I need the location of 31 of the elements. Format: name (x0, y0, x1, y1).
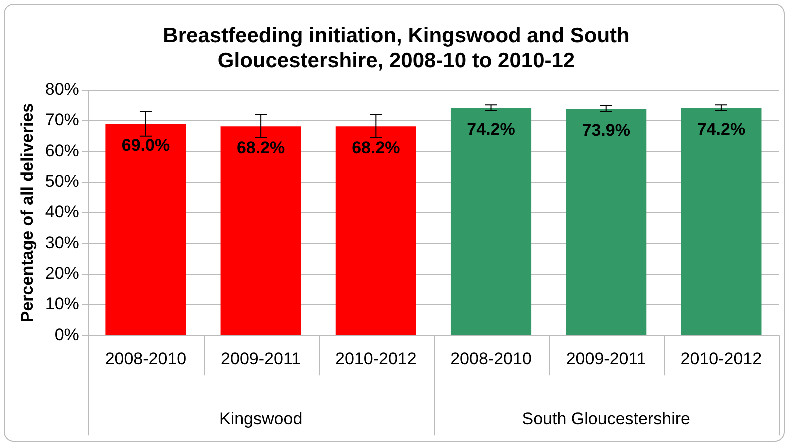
x-tick-label: 2010-2012 (336, 349, 417, 368)
text: Kingswood (219, 409, 303, 428)
data-label: 73.9% (582, 120, 630, 140)
bar (450, 108, 532, 336)
x-tick-label: 2009-2011 (221, 349, 302, 368)
data-label: 74.2% (697, 120, 746, 139)
x-tick-label: 2010-2012 (680, 349, 762, 368)
data-label: 68.2% (236, 138, 286, 158)
y-tick-label: 10% (45, 294, 80, 314)
bar (220, 126, 302, 336)
text: South Gloucestershire (522, 409, 690, 428)
data-label: 68.2% (352, 138, 400, 158)
y-tick-label: 60% (45, 141, 80, 160)
y-tick-label: 40% (45, 202, 80, 222)
y-tick-label: 50% (45, 172, 80, 192)
y-axis-title: Percentage of all deliveries (18, 103, 37, 323)
bar (336, 126, 416, 336)
bar (566, 109, 647, 336)
bar (106, 124, 186, 336)
x-tick-label: 2008-2010 (450, 349, 532, 368)
y-tick-label: 30% (45, 233, 80, 252)
data-label: 74.2% (467, 120, 516, 139)
y-tick-label: 80% (45, 80, 80, 100)
y-tick-label: 70% (45, 110, 80, 130)
bar (681, 108, 762, 336)
x-tick-label: 2008-2010 (105, 349, 187, 368)
data-label: 69.0% (122, 136, 170, 155)
x-tick-label: 2009-2011 (566, 349, 646, 368)
y-tick-label: 20% (45, 264, 80, 283)
y-tick-label: 0% (54, 325, 80, 344)
chart-title: Breastfeeding initiation, Kingswood and South Gloucestershire, 2008-10 to 2010-12 (163, 24, 630, 73)
